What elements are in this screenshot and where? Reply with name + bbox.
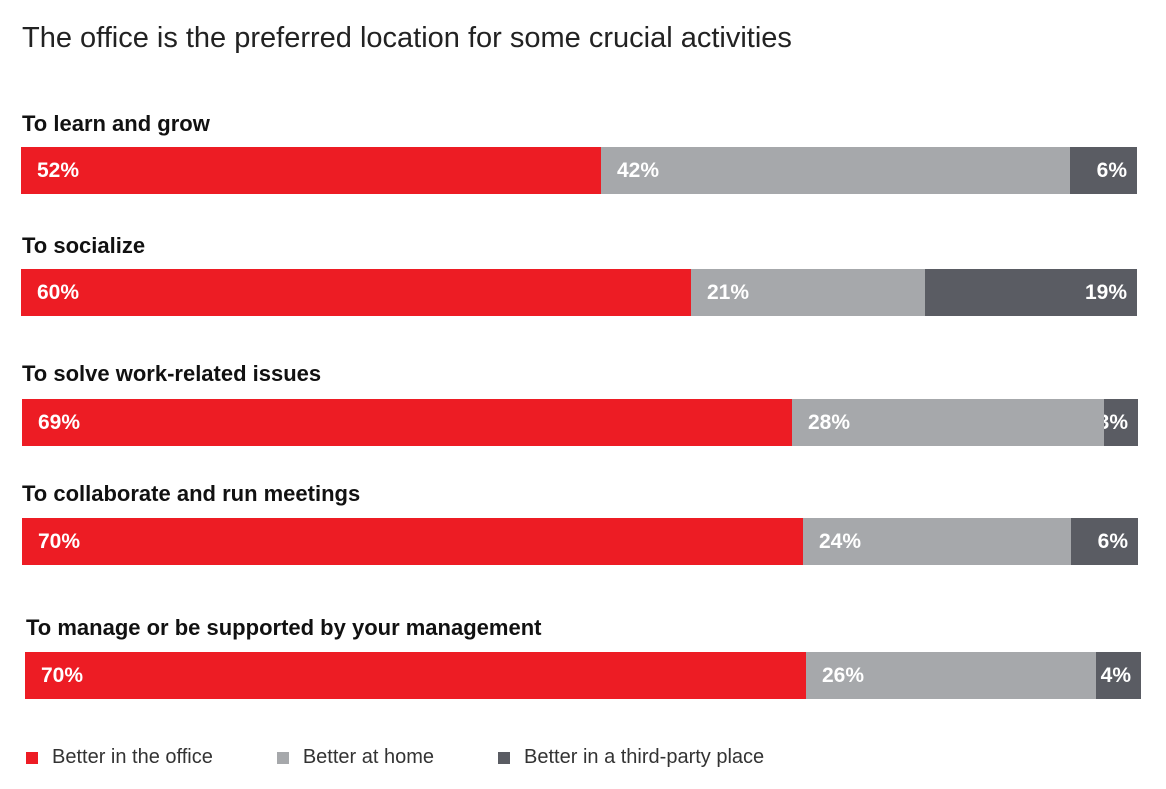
category-label: To learn and grow	[22, 111, 210, 136]
data-label: 3%	[1104, 410, 1128, 434]
data-label: 52%	[37, 158, 80, 182]
legend-label: Better at home	[302, 746, 435, 768]
data-label: 6%	[1096, 158, 1127, 182]
category-label: To manage or be supported by your manage…	[26, 615, 542, 640]
data-label: 70%	[41, 663, 84, 687]
segment-home: 21%	[691, 269, 925, 316]
data-label: 60%	[37, 280, 80, 304]
legend-swatch	[498, 751, 511, 764]
data-label: 19%	[1084, 280, 1127, 304]
segment-office: 70%	[25, 652, 806, 699]
legend-label: Better in the office	[52, 746, 213, 768]
stacked-bar: 60% 21% 19%	[21, 269, 1137, 316]
legend-swatch	[276, 751, 289, 764]
segment-home: 28%	[792, 399, 1104, 446]
segment-home: 26%	[806, 652, 1096, 699]
segment-third-party: 6%	[1070, 147, 1137, 194]
legend-swatch	[26, 751, 38, 764]
data-label: 21%	[707, 280, 750, 304]
segment-home: 42%	[601, 147, 1070, 194]
segment-office: 69%	[22, 399, 792, 446]
legend-item-office: Better in the office	[26, 746, 213, 769]
category-label: To solve work-related issues	[22, 361, 322, 386]
data-label: 6%	[1097, 529, 1128, 553]
data-label: 69%	[38, 410, 81, 434]
segment-office: 60%	[21, 269, 691, 316]
data-label: 4%	[1100, 663, 1131, 687]
data-label: 26%	[822, 663, 865, 687]
stacked-bar: 70% 24% 6%	[22, 518, 1138, 565]
segment-home: 24%	[803, 518, 1071, 565]
data-label: 28%	[808, 410, 851, 434]
segment-third-party: 3%	[1104, 399, 1138, 446]
stacked-bar: 69% 28% 3%	[22, 399, 1138, 446]
category-label: To collaborate and run meetings	[22, 481, 361, 506]
stacked-bar: 52% 42% 6%	[21, 147, 1137, 194]
legend-item-home: Better at home	[276, 746, 435, 769]
legend-label: Better in a third-party place	[524, 746, 765, 768]
category-label: To socialize	[22, 233, 146, 258]
chart-title: The office is the preferred location for…	[22, 22, 792, 54]
segment-office: 52%	[21, 147, 601, 194]
legend: Better in the office Better at home Bett…	[26, 746, 828, 769]
data-label: 42%	[617, 158, 660, 182]
data-label: 24%	[819, 529, 862, 553]
legend-item-third-party: Better in a third-party place	[498, 746, 764, 769]
segment-third-party: 6%	[1071, 518, 1138, 565]
stacked-bar: 70% 26% 4%	[25, 652, 1141, 699]
segment-third-party: 19%	[925, 269, 1137, 316]
data-label: 70%	[38, 529, 81, 553]
segment-office: 70%	[22, 518, 803, 565]
segment-third-party: 4%	[1096, 652, 1141, 699]
